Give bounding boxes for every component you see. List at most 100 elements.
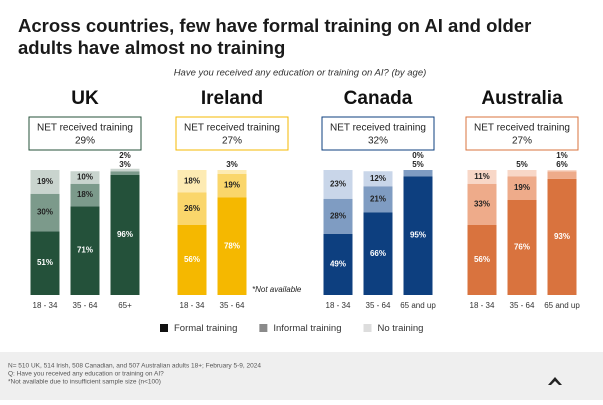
bar-segment xyxy=(467,225,497,295)
value-label: 19% xyxy=(514,183,530,192)
net-label: NET received training xyxy=(184,123,280,134)
legend-swatch xyxy=(363,324,372,332)
bar-segment xyxy=(177,192,207,225)
value-label: 76% xyxy=(514,243,530,252)
bar-segment xyxy=(217,197,247,295)
bar-segment xyxy=(323,198,353,234)
country-title: Canada xyxy=(344,88,413,109)
x-tick-label: 35 - 64 xyxy=(220,301,245,310)
subtitle: Have you received any education or train… xyxy=(174,68,427,79)
x-tick-label: 65+ xyxy=(118,301,132,310)
value-label: 56% xyxy=(474,255,490,264)
net-value: 27% xyxy=(222,136,242,147)
bar-segment xyxy=(323,170,353,199)
footnote: *Not available due to insufficient sampl… xyxy=(8,379,161,386)
x-tick-label: 35 - 64 xyxy=(73,301,98,310)
footnote: N= 510 UK, 514 Irish, 508 Canadian, and … xyxy=(8,363,261,370)
value-label: 26% xyxy=(184,204,200,213)
legend-label: Informal training xyxy=(273,323,341,334)
net-box xyxy=(321,116,435,151)
logo xyxy=(548,377,562,385)
value-label: 78% xyxy=(224,241,240,250)
x-tick-label: 18 - 34 xyxy=(470,301,495,310)
bar-segment xyxy=(467,183,497,225)
bar-segment xyxy=(177,170,207,193)
value-label: 1% xyxy=(556,151,568,160)
bar-segment xyxy=(70,183,100,207)
value-label: 51% xyxy=(37,258,53,267)
value-label: 5% xyxy=(516,160,528,169)
value-label: 10% xyxy=(77,173,93,182)
bar-segment xyxy=(30,231,60,295)
bar-segment xyxy=(177,225,207,295)
value-label: 30% xyxy=(37,208,53,217)
bar-segment xyxy=(110,175,140,295)
value-label: 71% xyxy=(77,246,93,255)
bar-segment xyxy=(363,171,393,187)
bar-segment xyxy=(217,170,247,174)
value-label: 3% xyxy=(226,160,238,169)
legend-label: Formal training xyxy=(174,323,237,334)
value-label: 28% xyxy=(330,211,346,220)
value-label: 19% xyxy=(224,181,240,190)
bar-segment xyxy=(323,233,353,295)
country-title: Australia xyxy=(481,88,563,109)
country-title: Ireland xyxy=(201,88,263,109)
bar-segment xyxy=(70,171,100,184)
bar-segment xyxy=(403,176,433,295)
bar-segment xyxy=(507,200,537,295)
net-box xyxy=(175,116,289,151)
net-value: 32% xyxy=(368,136,388,147)
x-tick-label: 35 - 64 xyxy=(366,301,391,310)
bar-segment xyxy=(30,193,60,232)
country-title: UK xyxy=(71,88,99,109)
net-box xyxy=(465,116,579,151)
bar-segment xyxy=(217,173,247,198)
net-value: 29% xyxy=(75,136,95,147)
value-label: 6% xyxy=(556,160,568,169)
bar-segment xyxy=(547,171,577,179)
value-label: 18% xyxy=(184,176,200,185)
bar-segment xyxy=(363,186,393,213)
bar-segment xyxy=(70,206,100,295)
title: Across countries, few have formal traini… xyxy=(18,15,531,58)
annotation: *Not available xyxy=(252,285,302,294)
footer-band xyxy=(0,352,603,400)
value-label: 56% xyxy=(184,255,200,264)
value-label: 2% xyxy=(119,151,131,160)
value-label: 3% xyxy=(119,160,131,169)
bar-segment xyxy=(467,170,497,184)
x-tick-label: 18 - 34 xyxy=(33,301,58,310)
value-label: 18% xyxy=(77,190,93,199)
x-tick-label: 18 - 34 xyxy=(326,301,351,310)
bar-segment xyxy=(547,178,577,295)
value-label: 93% xyxy=(554,232,570,241)
value-label: 95% xyxy=(410,231,426,240)
value-label: 19% xyxy=(37,177,53,186)
net-box xyxy=(28,116,142,151)
x-tick-label: 35 - 64 xyxy=(510,301,535,310)
legend-swatch xyxy=(160,324,168,332)
bar-segment xyxy=(507,170,537,177)
x-tick-label: 65 and up xyxy=(544,301,580,310)
net-label: NET received training xyxy=(330,123,426,134)
x-tick-label: 65 and up xyxy=(400,301,436,310)
value-label: 11% xyxy=(474,172,490,181)
value-label: 23% xyxy=(330,179,346,188)
value-label: 33% xyxy=(474,199,490,208)
bar-segment xyxy=(110,168,140,172)
value-label: 49% xyxy=(330,259,346,268)
bar-segment xyxy=(403,170,433,177)
value-label: 66% xyxy=(370,249,386,258)
footnote: Q: Have you received any education or tr… xyxy=(8,371,164,378)
net-value: 27% xyxy=(512,136,532,147)
legend-swatch xyxy=(259,324,268,332)
net-label: NET received training xyxy=(37,123,133,134)
bar-segment xyxy=(363,212,393,295)
x-tick-label: 18 - 34 xyxy=(180,301,205,310)
net-label: NET received training xyxy=(474,123,570,134)
bar-segment xyxy=(547,170,577,172)
value-label: 21% xyxy=(370,194,386,203)
